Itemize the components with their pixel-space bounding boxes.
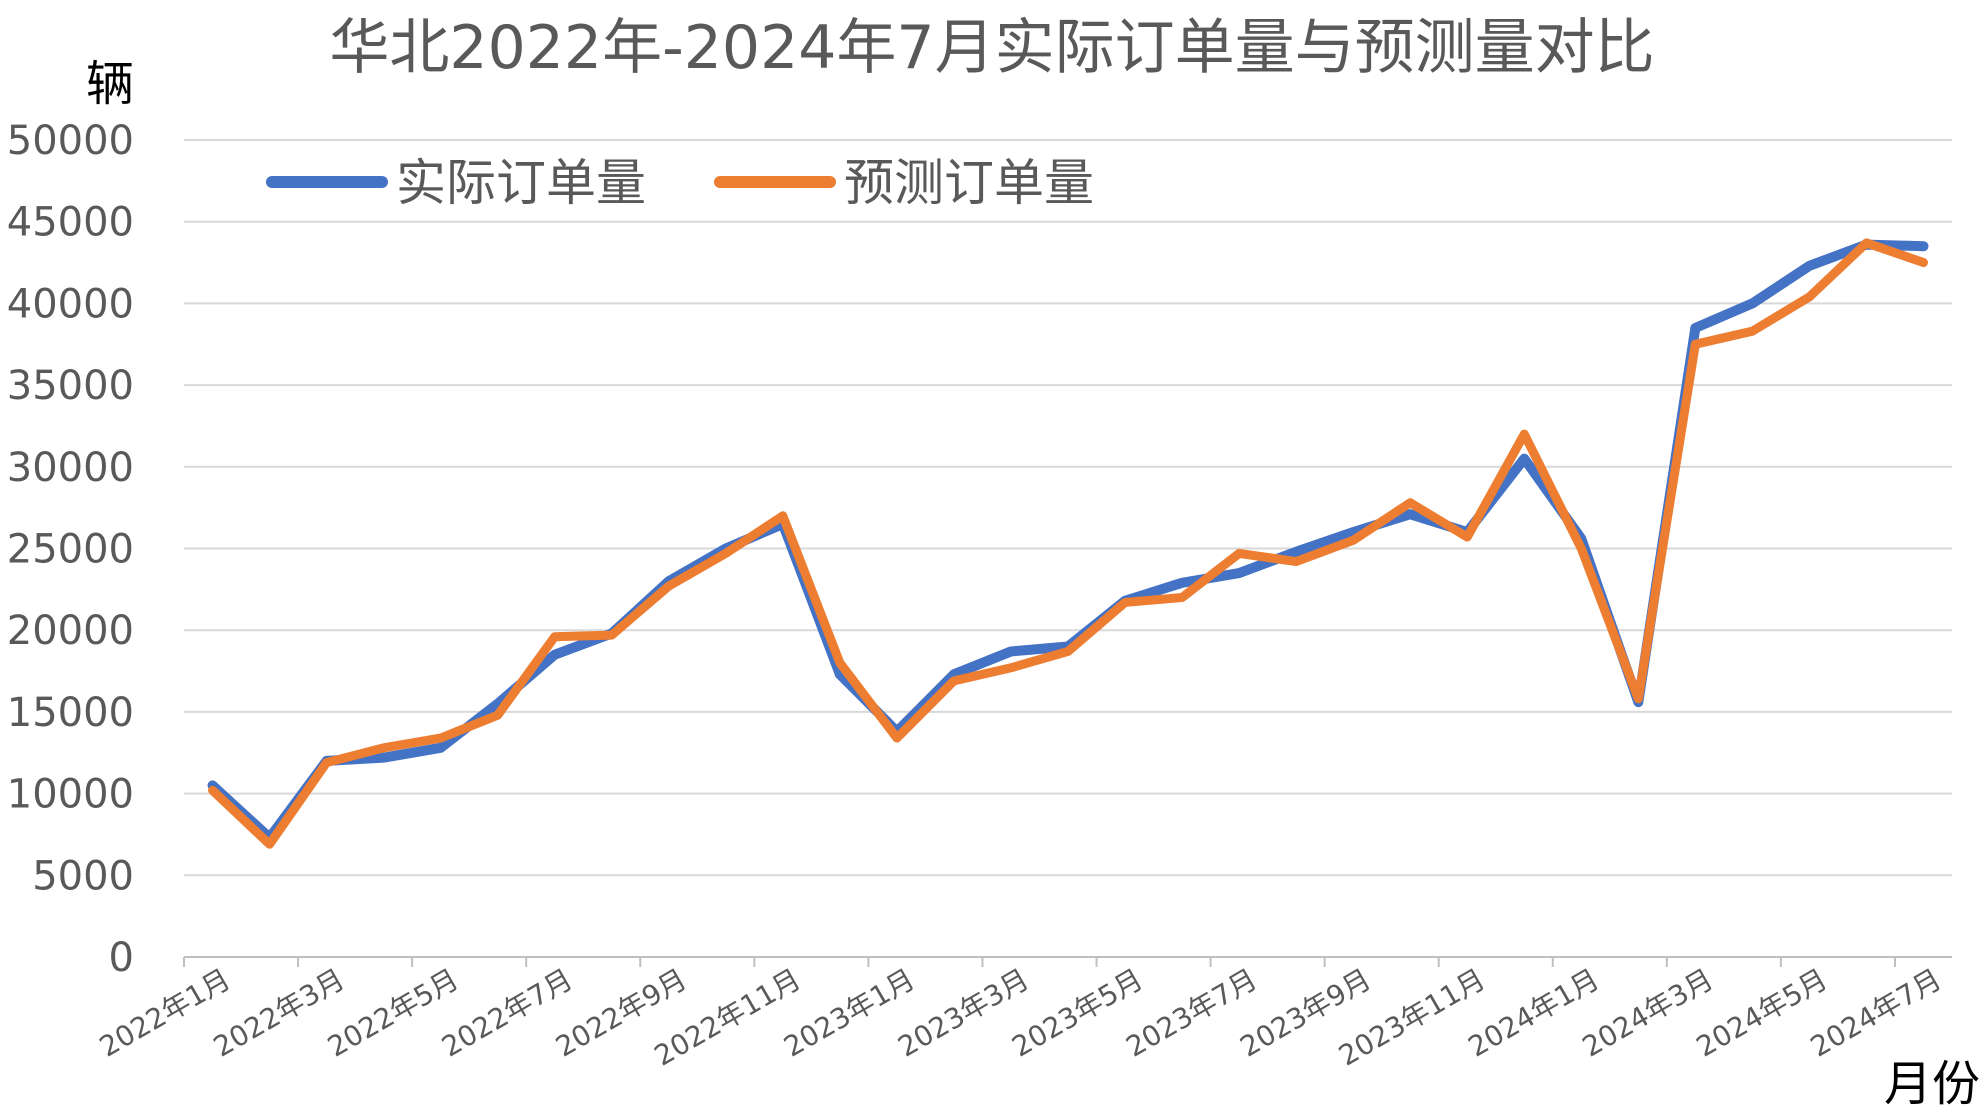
legend-label: 实际订单量 [396,154,646,212]
y-axis-ticks: 0 5000 10000 15000 20000 25000 30000 35000 40000… [7,118,134,981]
y-tick-label: 5000 [32,853,134,899]
y-tick-label: 30000 [7,445,134,491]
x-tick-label: 2024年7月 [1805,962,1947,1063]
series-lines [207,238,1929,849]
legend: 实际订单量 预测订单量 [266,154,1094,212]
y-tick-label: 50000 [7,118,134,164]
y-tick-label: 20000 [7,608,134,654]
legend-label: 预测订单量 [844,154,1094,212]
x-axis-ticks: 2022年1月2022年3月2022年5月2022年7月2022年9月2022年… [94,962,1947,1072]
y-tick-label: 35000 [7,363,134,409]
series-line-forecast [208,238,1928,849]
y-tick-label: 0 [109,935,134,981]
gridlines [183,139,1952,967]
x-axis-label: 月份 [1884,1056,1980,1112]
y-tick-label: 25000 [7,527,134,573]
y-tick-label: 10000 [7,772,134,818]
y-axis-label: 辆 [86,56,134,112]
chart-title: 华北2022年-2024年7月实际订单量与预测量对比 [329,13,1654,83]
y-tick-label: 15000 [7,690,134,736]
y-tick-label: 40000 [7,281,134,327]
y-tick-label: 45000 [7,200,134,246]
